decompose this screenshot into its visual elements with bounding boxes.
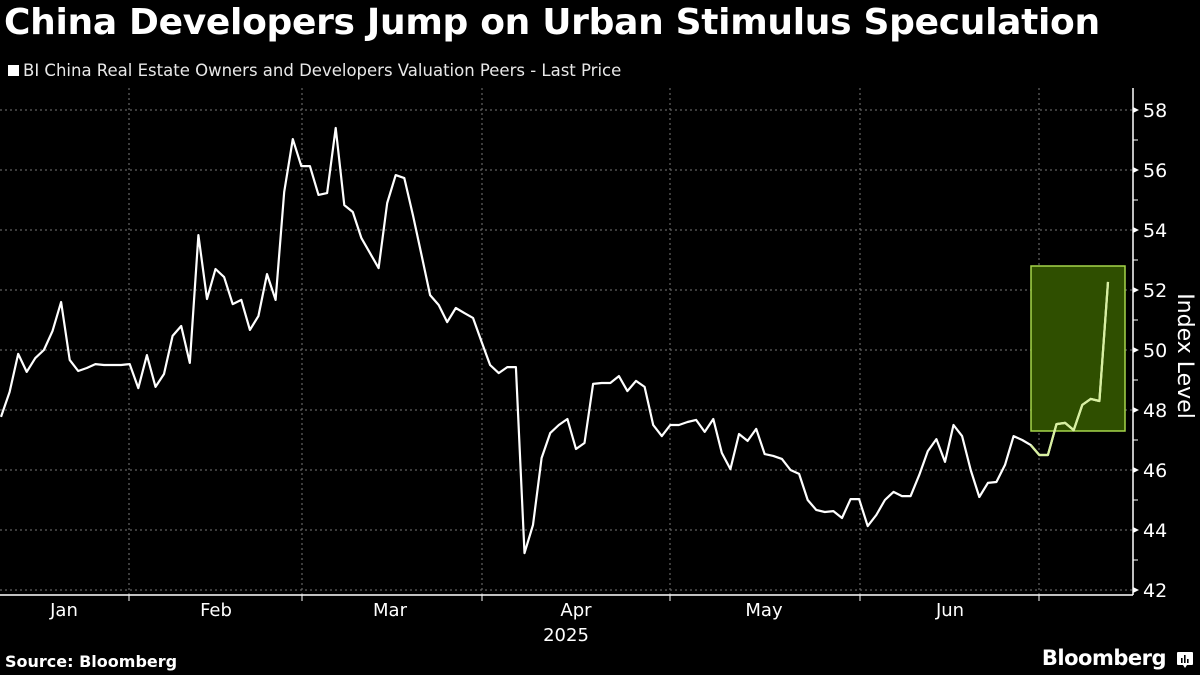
axis-labels: 42 44 46 48 50 52 54 56 58 Jan Feb Mar Apr May Jun 2025… <box>49 100 1197 646</box>
source-note: Source: Bloomberg <box>5 652 178 671</box>
y-tick-label: 54 <box>1143 220 1167 242</box>
axes <box>0 88 1139 601</box>
y-tick-label: 48 <box>1143 400 1167 422</box>
legend-label: BI China Real Estate Owners and Develope… <box>23 61 622 80</box>
y-tick-label: 50 <box>1143 340 1167 362</box>
x-tick-label: Apr <box>560 600 592 621</box>
price-line <box>0 126 1110 555</box>
y-tick-label: 46 <box>1143 460 1167 482</box>
y-tick-label: 52 <box>1143 280 1167 302</box>
x-tick-label: Feb <box>200 600 232 621</box>
y-tick-label: 42 <box>1143 580 1167 602</box>
x-tick-label: Jun <box>935 600 964 621</box>
highlight-box <box>1030 265 1126 432</box>
legend: BI China Real Estate Owners and Develope… <box>8 61 621 80</box>
bloomberg-chart-icon <box>1177 652 1193 668</box>
y-tick-label: 58 <box>1143 100 1167 122</box>
y-tick-label: 44 <box>1143 520 1167 542</box>
x-year-label: 2025 <box>543 625 589 646</box>
x-tick-label: Mar <box>373 600 408 621</box>
brand-logo: Bloomberg <box>1041 646 1167 670</box>
y-tick-label: 56 <box>1143 160 1167 182</box>
gridlines <box>0 88 1133 595</box>
highlighted-price-line <box>1029 281 1110 457</box>
legend-swatch <box>8 65 19 76</box>
y-axis-title: Index Level <box>1172 293 1197 419</box>
chart-title: China Developers Jump on Urban Stimulus … <box>4 2 1100 43</box>
x-tick-label: May <box>745 600 783 621</box>
x-tick-label: Jan <box>49 600 78 621</box>
